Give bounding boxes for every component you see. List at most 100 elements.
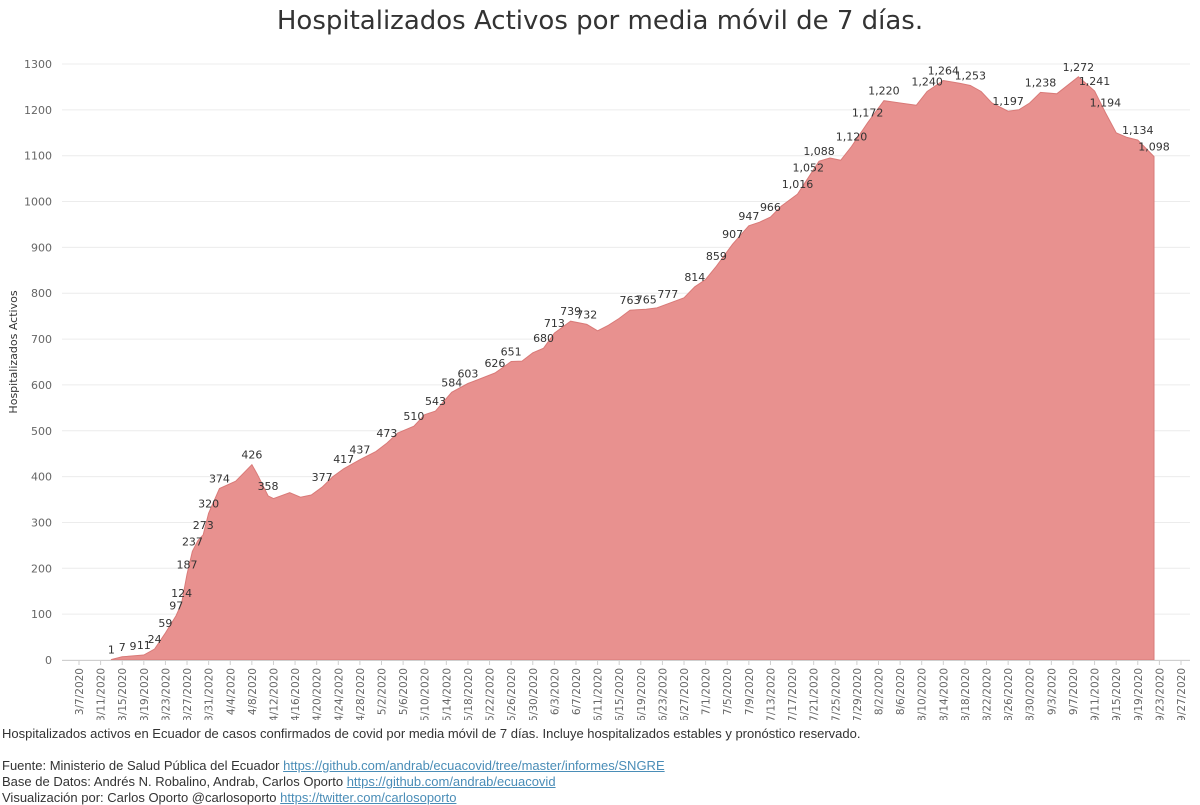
data-label: 124 [171,587,192,600]
x-tick-label: 3/11/2020 [96,668,108,720]
data-label: 24 [148,633,162,646]
data-label: 680 [533,332,554,345]
data-label: 273 [193,519,214,532]
data-label: 763 [620,294,641,307]
data-label: 1,220 [868,85,900,98]
y-tick-label: 1300 [24,58,52,71]
data-label: 473 [376,427,397,440]
x-tick-label: 7/21/2020 [809,668,821,720]
x-tick-label: 7/29/2020 [852,668,864,720]
x-tick-label: 9/11/2020 [1090,668,1102,720]
data-label: 7 [119,641,126,654]
x-tick-label: 5/6/2020 [398,668,410,715]
data-label: 426 [241,449,262,462]
x-tick-label: 9/27/2020 [1176,668,1188,720]
data-label: 739 [560,305,581,318]
x-tick-label: 3/23/2020 [160,668,172,720]
data-label: 417 [333,453,354,466]
y-tick-label: 100 [31,608,52,621]
x-tick-label: 3/15/2020 [117,668,129,720]
data-label: 626 [484,357,505,370]
data-label: 859 [706,250,727,263]
data-label: 814 [684,271,705,284]
footer-description: Hospitalizados activos en Ecuador de cas… [2,726,861,741]
y-axis-ticks: 0 100 200 300 400 500 600 700 800 900 1000 1100 1200… [24,58,52,667]
x-tick-label: 7/25/2020 [830,668,842,720]
x-tick-label: 5/14/2020 [441,668,453,720]
x-tick-label: 9/23/2020 [1154,668,1166,720]
data-label: 187 [177,558,198,571]
x-tick-label: 8/22/2020 [982,668,994,720]
x-tick-label: 7/1/2020 [701,668,713,715]
database-label: Base de Datos: Andrés N. Robalino, Andra… [2,774,347,789]
x-tick-label: 7/5/2020 [722,668,734,715]
data-label: 1,016 [782,178,814,191]
data-label: 1,052 [793,162,825,175]
data-label: 377 [312,471,333,484]
y-tick-label: 600 [31,379,52,392]
x-tick-label: 8/14/2020 [938,668,950,720]
viz-label: Visualización por: Carlos Oporto @carlos… [2,790,281,805]
x-tick-label: 3/7/2020 [74,668,86,715]
chart-area: 0 100 200 300 400 500 600 700 800 900 1000 1100 1200… [7,58,1190,720]
x-tick-label: 3/19/2020 [139,668,151,720]
x-tick-label: 5/2/2020 [377,668,389,715]
y-tick-label: 500 [31,425,52,438]
data-label: 1,194 [1090,97,1122,110]
database-link[interactable]: https://github.com/andrab/ecuacovid [346,774,556,789]
x-tick-label: 9/3/2020 [1046,668,1058,715]
area-series [110,76,1155,661]
x-tick-label: 7/9/2020 [744,668,756,715]
x-tick-label: 6/3/2020 [549,668,561,715]
data-label: 732 [576,308,597,321]
footer-source: Fuente: Ministerio de Salud Pública del … [2,758,665,773]
data-label: 777 [657,288,678,301]
x-tick-label: 4/12/2020 [268,668,280,720]
x-axis-ticks: 3/7/2020 3/11/2020 3/15/2020 3/19/2020 3/23/… [62,660,1190,720]
y-tick-label: 1100 [24,150,52,163]
x-tick-label: 4/16/2020 [290,668,302,720]
y-tick-label: 700 [31,333,52,346]
data-label: 1,134 [1122,124,1154,137]
x-tick-label: 3/27/2020 [182,668,194,720]
y-tick-label: 900 [31,241,52,254]
y-axis-label: Hospitalizados Activos [7,290,20,413]
data-label: 543 [425,395,446,408]
data-label: 11 [137,639,151,652]
x-tick-label: 5/10/2020 [420,668,432,720]
viz-link[interactable]: https://twitter.com/carlosoporto [280,790,457,805]
source-link[interactable]: https://github.com/andrab/ecuacovid/tree… [283,758,665,773]
x-tick-label: 6/23/2020 [657,668,669,720]
data-label: 765 [636,293,657,306]
x-tick-label: 7/13/2020 [765,668,777,720]
x-tick-label: 4/24/2020 [333,668,345,720]
data-label: 97 [169,600,183,613]
data-label: 1,238 [1025,76,1057,89]
data-label: 437 [349,444,370,457]
data-label: 584 [441,376,462,389]
footer-visualization: Visualización por: Carlos Oporto @carlos… [2,790,456,805]
data-label: 1,120 [836,131,868,144]
x-tick-label: 6/15/2020 [614,668,626,720]
y-tick-label: 0 [45,654,52,667]
data-label: 651 [501,346,522,359]
x-tick-label: 5/22/2020 [485,668,497,720]
footer-database: Base de Datos: Andrés N. Robalino, Andra… [2,774,556,789]
data-label: 1,172 [852,107,884,120]
data-label: 320 [198,497,219,510]
data-label: 713 [544,317,565,330]
data-label: 59 [158,617,172,630]
data-label: 966 [760,201,781,214]
y-tick-label: 1000 [24,196,52,209]
data-label: 947 [738,210,759,223]
y-tick-label: 300 [31,516,52,529]
data-label: 1,241 [1079,75,1111,88]
x-tick-label: 6/11/2020 [593,668,605,720]
data-label: 603 [457,368,478,381]
x-tick-label: 6/27/2020 [679,668,691,720]
data-label: 1,253 [955,70,987,83]
y-tick-label: 400 [31,471,52,484]
x-tick-label: 9/19/2020 [1133,668,1145,720]
data-label: 1,272 [1063,61,1095,74]
